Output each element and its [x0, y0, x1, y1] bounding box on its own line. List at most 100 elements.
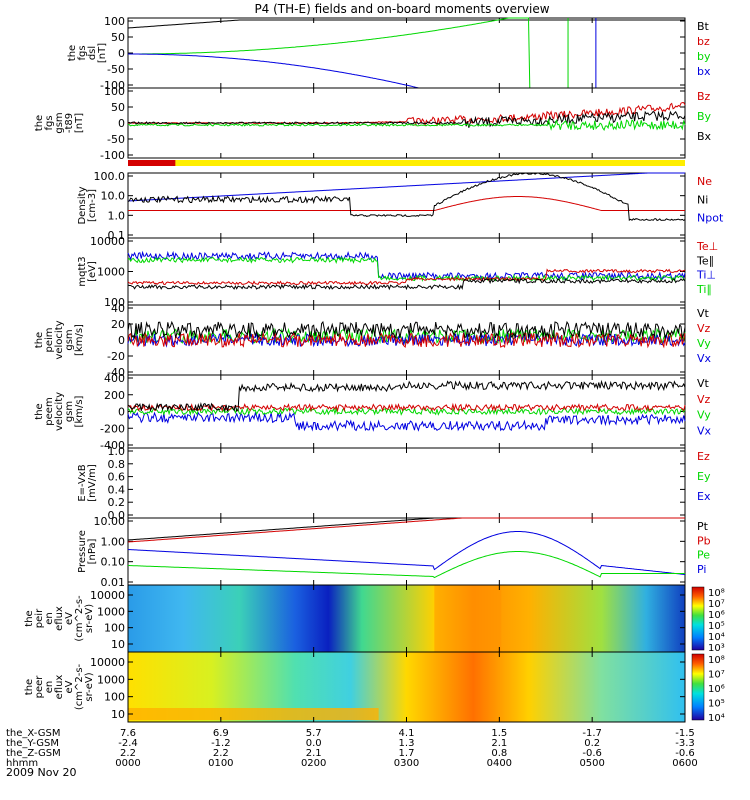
legend-ti⊥: Ti⊥ [696, 269, 716, 282]
y-tick-label: -400 [100, 439, 125, 452]
ephem-value: 0200 [301, 758, 326, 769]
ephem-label: the_X-GSM [6, 728, 60, 739]
y-tick-label: 100 [104, 15, 125, 28]
y-tick-label: -20 [107, 350, 125, 363]
trace-vx [127, 411, 686, 432]
colorbar-tick: 10⁴ [708, 713, 725, 724]
legend-pb: Pb [697, 534, 711, 547]
legend-by: by [697, 50, 711, 63]
ephem-value: 0600 [672, 758, 697, 769]
y-tick-label: 200 [104, 389, 125, 402]
plot-title: P4 (TH-E) fields and on-board moments ov… [254, 2, 549, 16]
y-tick-label: 100.0 [94, 170, 126, 183]
colorbar [691, 653, 705, 721]
trace-vz [127, 331, 686, 349]
y-tick-label: 100 [104, 296, 125, 309]
y-tick-label: 0 [118, 47, 125, 60]
panel-frame [127, 447, 686, 519]
y-axis-label: thepeimvelocitygsm[km/s] [34, 320, 85, 359]
panel-fgs_gsm: 100 50 0 -50 -100 thefgsgsm-t89[nT] Bz By Bx [34, 85, 712, 166]
ephem-value: 1.7 [399, 748, 415, 759]
legend-pi: Pi [697, 563, 706, 576]
ephem-value: -0.6 [582, 748, 602, 759]
trace-by [127, 118, 686, 131]
y-tick-label: 0.0 [108, 509, 126, 522]
legend-pt: Pt [697, 520, 709, 533]
legend-ne: Ne [697, 175, 712, 188]
y-tick-label: 10 [111, 638, 125, 651]
trace-ne [128, 196, 685, 211]
y-tick-label: 400 [104, 372, 125, 385]
y-tick-label: 100 [104, 85, 125, 98]
trace-pb [127, 517, 685, 543]
legend-vx: Vx [697, 352, 712, 365]
y-tick-label: 0.10 [101, 556, 126, 569]
legend-ex: Ex [697, 490, 711, 503]
legend-te∥: Te∥ [696, 254, 714, 267]
ephem-label: the_Y-GSM [6, 738, 59, 749]
panel-efield: 1.00.80.60.40.20.0 E=-VxB[mV/m] Ez Ey Ex [77, 445, 711, 522]
trace-pe [128, 551, 685, 579]
trace-tiperp [127, 250, 686, 281]
ephem-value: 1.3 [399, 738, 415, 749]
ephem-value: 2.2 [120, 748, 136, 759]
colorbar-tick: 10³ [708, 643, 725, 654]
legend-bt: Bt [697, 20, 710, 33]
colorbar-tick: 10⁵ [708, 699, 725, 710]
y-tick-label: 0.01 [101, 576, 126, 589]
ephem-value: 0.0 [306, 738, 322, 749]
colorbar-tick: 10⁷ [708, 599, 725, 610]
trace-vt [127, 379, 686, 413]
colorbar-tick: 10⁵ [708, 621, 725, 632]
y-tick-label: 10000 [90, 589, 125, 602]
legend-ni: Ni [697, 193, 708, 206]
y-tick-label: 0.8 [108, 458, 126, 471]
legend-bz: Bz [697, 90, 711, 103]
ephem-value: 0.8 [491, 748, 507, 759]
panel-fgs_dsl: 100 50 0 -50 -100 thefgsdsl[nT] Bt bz by bx [67, 15, 711, 92]
trace-npot [127, 172, 685, 202]
panel-peer_spec: 10⁸ 10⁷ 10⁶ 10⁵ 10⁴ 10000 1000 100 10 thepeerenef… [24, 651, 725, 724]
mode-bar [128, 160, 685, 166]
y-axis-label: mqtt3[eV] [77, 256, 98, 286]
y-tick-label: 1000 [97, 605, 125, 618]
y-tick-label: 20 [111, 318, 125, 331]
ephem-value: -0.6 [675, 748, 695, 759]
colorbar-tick: 10⁷ [708, 670, 725, 681]
y-tick-label: 0.1 [108, 229, 126, 242]
ephem-value: 0500 [579, 758, 604, 769]
ephem-value: 5.7 [306, 728, 322, 739]
y-tick-label: 10000 [90, 235, 125, 248]
trace-tipar [127, 256, 686, 283]
y-tick-label: 0 [118, 334, 125, 347]
ephem-value: 2.1 [491, 738, 507, 749]
colorbar-tick: 10⁶ [708, 610, 725, 621]
spectrogram [128, 585, 685, 652]
y-axis-label: E=-VxB[mV/m] [77, 464, 98, 502]
colorbar-tick: 10⁶ [708, 684, 725, 695]
ephem-value: 1.5 [491, 728, 507, 739]
ephem-value: -1.2 [211, 738, 231, 749]
ephem-value: 4.1 [399, 728, 415, 739]
legend-bx: bx [697, 65, 711, 78]
trace-by [128, 17, 685, 89]
colorbar-tick: 10⁸ [708, 655, 725, 666]
y-axis-label: thefgsgsm-t89[nT] [34, 112, 85, 133]
y-tick-label: 1.00 [101, 535, 126, 548]
y-tick-label: 100 [104, 691, 125, 704]
legend-vz: Vz [697, 322, 711, 335]
panel-density: 100.0 10.0 1.0 0.1 Density[cm-3] Ne Ni Npot [77, 170, 724, 242]
ephem-value: 2.2 [213, 748, 229, 759]
trace-pi [127, 531, 686, 575]
panel-temp: 10000 1000 100 mqtt3[eV] Te⊥Te∥ Ti⊥Ti∥ [77, 235, 718, 309]
legend-pe: Pe [697, 549, 710, 562]
panel-frame [127, 517, 686, 586]
legend-by: By [697, 110, 712, 123]
legend-ey: Ey [697, 470, 711, 483]
legend-vz: Vz [697, 393, 711, 406]
ephem-value: -1.5 [675, 728, 695, 739]
trace-vy [127, 406, 686, 416]
y-tick-label: -100 [100, 79, 125, 92]
colorbar-tick: 10⁸ [708, 588, 725, 599]
